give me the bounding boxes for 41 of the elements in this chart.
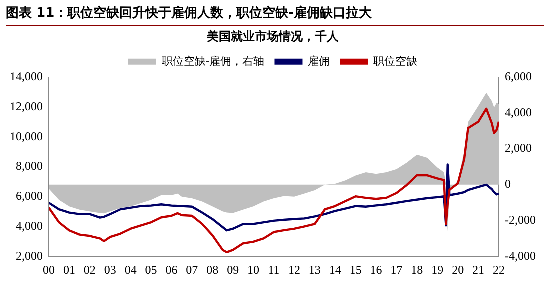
y-tick-label: 10,000	[10, 129, 43, 144]
y-tick-label: 8,000	[16, 159, 43, 174]
chart-subtitle: 美国就业市场情况，千人	[206, 29, 340, 44]
y2-tick-label: -2,000	[505, 212, 536, 227]
legend-label: 职位空缺-雇佣，右轴	[162, 54, 265, 68]
x-tick-label: 03	[104, 262, 116, 277]
x-tick-label: 19	[432, 262, 444, 277]
legend-label: 雇佣	[308, 54, 330, 68]
y-tick-label: 6,000	[16, 189, 43, 204]
x-tick-label: 06	[166, 262, 178, 277]
x-tick-label: 14	[329, 262, 342, 277]
x-tick-label: 05	[145, 262, 158, 277]
x-tick-label: 01	[63, 262, 76, 277]
x-tick-label: 07	[186, 262, 198, 277]
x-tick-label: 02	[84, 262, 96, 277]
x-tick-label: 09	[227, 262, 240, 277]
y-tick-label: 12,000	[10, 99, 43, 114]
y2-tick-label: 4,000	[505, 105, 532, 120]
x-tick-label: 22	[493, 262, 506, 277]
x-tick-label: 08	[206, 262, 219, 277]
y-tick-label: 2,000	[16, 248, 43, 263]
x-tick-label: 11	[268, 262, 280, 277]
x-tick-label: 20	[452, 262, 464, 277]
y-tick-label: 4,000	[16, 218, 43, 233]
chart-title: 图表 11：职位空缺回升快于雇佣人数，职位空缺-雇佣缺口拉大	[6, 4, 544, 26]
x-tick-label: 04	[124, 262, 137, 277]
legend-label: 职位空缺	[374, 54, 418, 68]
x-tick-label: 17	[390, 262, 403, 277]
x-tick-label: 10	[248, 262, 260, 277]
x-tick-label: 12	[288, 262, 300, 277]
x-tick-label: 18	[411, 262, 424, 277]
x-tick-label: 21	[472, 262, 485, 277]
y2-tick-label: 2,000	[505, 141, 532, 156]
y2-tick-label: 0	[505, 177, 512, 192]
y2-tick-label: -4,000	[505, 248, 536, 263]
x-tick-label: 15	[350, 262, 362, 277]
x-tick-label: 16	[370, 262, 382, 277]
x-tick-label: 00	[43, 262, 55, 277]
y-tick-label: 14,000	[10, 70, 43, 84]
y2-tick-label: 6,000	[505, 70, 532, 84]
x-tick-label: 13	[308, 262, 321, 277]
